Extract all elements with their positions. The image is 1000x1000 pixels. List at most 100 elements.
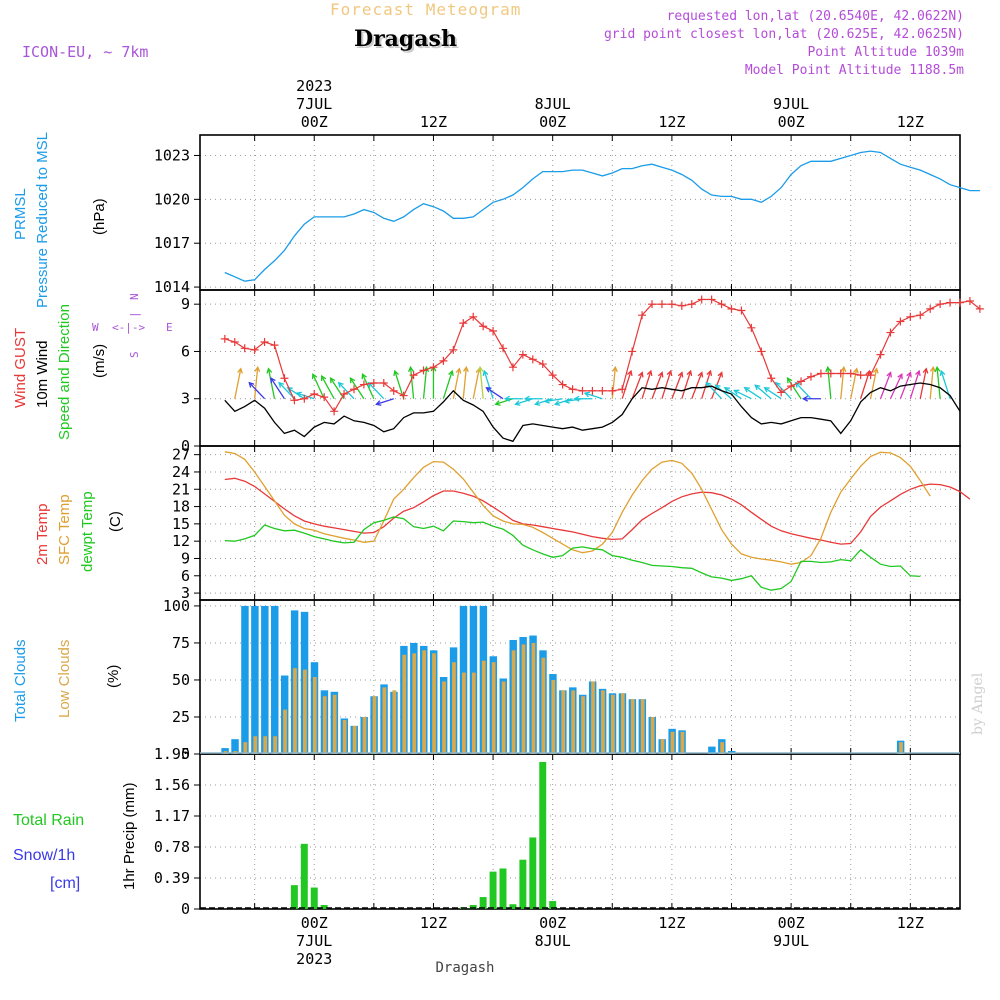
time-label-top: 7JUL — [296, 95, 332, 113]
gust-marker — [936, 300, 945, 309]
low-cloud-bar — [531, 642, 536, 754]
wind-arrow — [248, 382, 266, 400]
wind-arrow-head — [786, 377, 793, 384]
y-tick-label: 75 — [172, 634, 190, 652]
wind-arrow-head — [657, 371, 664, 378]
time-label-top: 12Z — [420, 113, 447, 131]
low-cloud-bar — [332, 694, 337, 754]
wind-arrow-head — [929, 365, 936, 373]
wind-speed-line — [224, 382, 961, 443]
gust-marker — [449, 345, 458, 354]
gust-marker — [896, 317, 905, 326]
low-cloud-bar — [501, 681, 506, 754]
y-tick-label: 1023 — [154, 146, 190, 164]
wind-arrow — [879, 372, 892, 399]
gust-marker — [270, 341, 279, 350]
wind-arrow-head — [407, 365, 414, 373]
wind-arrow — [869, 368, 878, 399]
wind-arrow-head — [872, 367, 879, 374]
time-label-bottom: 7JUL — [296, 932, 332, 950]
wind-arrow — [621, 370, 632, 399]
gust-marker — [479, 322, 488, 331]
wind-arrow — [641, 370, 652, 399]
time-label-bottom: 00Z — [778, 914, 805, 932]
y-tick-label: 1.56 — [154, 776, 190, 794]
gust-marker — [816, 369, 825, 378]
time-label-bottom: 00Z — [539, 914, 566, 932]
y-tick-label: 0 — [181, 437, 190, 455]
gust-marker — [439, 356, 448, 365]
y-tick-label: 9 — [181, 549, 190, 567]
gust-marker — [300, 394, 309, 403]
wind-arrow — [889, 373, 903, 399]
low-cloud-bar — [561, 690, 566, 754]
compass-w: W — [92, 321, 99, 334]
wind-arrow-head — [934, 365, 941, 373]
wind-arrow — [287, 387, 305, 400]
gust-marker — [399, 391, 408, 400]
wind-arrow-head — [915, 369, 921, 377]
time-label-top: 00Z — [301, 113, 328, 131]
gust-marker — [230, 338, 239, 346]
gust-marker — [836, 369, 845, 378]
wind-arrow — [661, 370, 672, 399]
low-cloud-bar — [273, 736, 277, 754]
y-tick-label: 6 — [181, 567, 190, 585]
low-cloud-bar — [620, 693, 625, 754]
gust-marker — [469, 312, 478, 321]
low-cloud-bar — [640, 699, 645, 754]
gust-marker — [310, 390, 319, 398]
gust-marker — [886, 328, 895, 337]
wind-arrow-head — [723, 387, 730, 393]
gust-marker — [826, 369, 835, 378]
wind-arrow-head — [393, 369, 399, 377]
sfc-temp-line — [224, 451, 931, 565]
requested-coords: requested lon,lat (20.6540E, 42.0622N) — [666, 9, 964, 24]
wind-arrow-head — [717, 371, 724, 378]
wind-arrow-head — [794, 381, 801, 388]
panel-frame — [199, 289, 961, 447]
model-label: ICON-EU, ~ 7km — [22, 43, 149, 61]
gust-marker — [856, 371, 865, 380]
ylabel-10m-wind: 10m Wind — [34, 340, 51, 408]
wind-arrow — [376, 398, 394, 405]
gust-marker — [757, 347, 766, 356]
wind-arrow-head — [646, 369, 653, 377]
wind-arrow-head — [743, 387, 750, 393]
wind-arrow-head — [523, 395, 530, 402]
wind-arrow-head — [349, 377, 356, 384]
y-tick-label: 15 — [172, 515, 190, 533]
wind-arrow — [321, 375, 335, 400]
wind-arrow — [701, 370, 712, 399]
low-cloud-bar — [422, 650, 427, 754]
wind-arrow — [724, 387, 742, 400]
low-cloud-bar — [591, 681, 595, 754]
ylabel-pressure-msl: Pressure Reduced to MSL — [34, 132, 51, 308]
wind-arrow-head — [494, 400, 501, 406]
low-cloud-bar — [491, 662, 496, 754]
low-cloud-bar — [511, 650, 516, 754]
y-tick-label: 1.95 — [154, 745, 190, 763]
gust-marker — [578, 386, 587, 395]
y-tick-label: 27 — [172, 446, 190, 464]
low-cloud-bar — [432, 653, 436, 754]
low-cloud-bar — [283, 709, 287, 754]
gust-marker — [548, 371, 557, 380]
gust-marker — [499, 344, 508, 353]
total-cloud-bar — [251, 605, 259, 754]
wind-arrow — [462, 367, 467, 399]
low-cloud-bar — [521, 644, 526, 754]
wind-arrow — [452, 368, 460, 399]
wind-arrow — [544, 398, 563, 403]
gust-marker — [717, 300, 726, 309]
gust-marker — [280, 374, 289, 383]
low-cloud-bar — [650, 716, 655, 754]
low-cloud-bar — [312, 677, 317, 754]
wind-arrow-head — [321, 374, 327, 382]
time-label-bottom: 00Z — [301, 914, 328, 932]
y-tick-label: 1014 — [154, 278, 190, 296]
rain-bar — [469, 905, 477, 909]
gust-marker — [638, 311, 647, 320]
wind-arrow-head — [939, 369, 946, 377]
gust-marker — [558, 380, 567, 389]
